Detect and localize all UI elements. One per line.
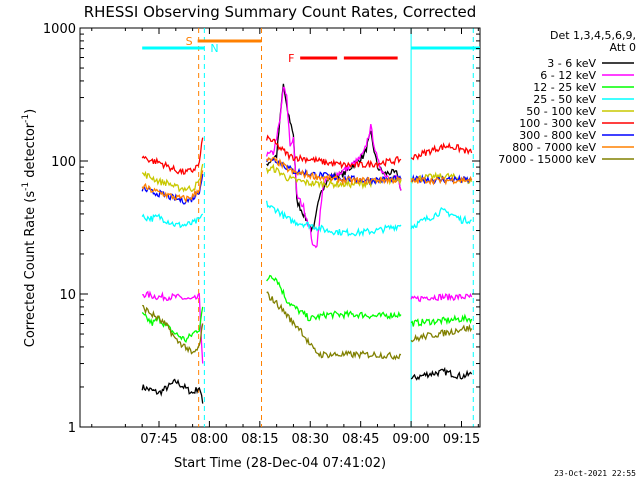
- legend-label-2: 12 - 25 keV: [533, 81, 596, 94]
- y-tick-label-0: 1: [68, 421, 76, 436]
- series-line-3-seg-1: [265, 200, 402, 238]
- generation-timestamp: 23-Oct-2021 22:55: [554, 469, 636, 478]
- series-line-8-seg-2: [410, 323, 473, 343]
- x-tick-label-4: 08:45: [342, 432, 379, 447]
- y-tick-label-2: 100: [51, 155, 76, 170]
- series-line-5-seg-1: [265, 134, 402, 170]
- flag-bar-0: [197, 39, 262, 43]
- y-axis-label: Corrected Count Rate (s-1 detector-1): [21, 109, 38, 347]
- legend-label-4: 50 - 100 keV: [526, 105, 596, 118]
- series-line-0-seg-0: [141, 378, 204, 404]
- plot-frame: [79, 27, 481, 428]
- x-tick-label-5: 09:00: [392, 432, 429, 447]
- series-line-4-seg-0: [141, 163, 204, 193]
- series-line-3-seg-0: [141, 213, 204, 229]
- legend-label-6: 300 - 800 keV: [519, 129, 596, 142]
- chart-title: RHESSI Observing Summary Count Rates, Co…: [84, 3, 477, 21]
- series-line-3-seg-2: [410, 206, 472, 230]
- flag-label-1: N: [210, 42, 218, 55]
- flag-bar-1: [142, 46, 205, 50]
- series-line-7-seg-0: [141, 170, 204, 204]
- series-line-1-seg-2: [410, 292, 473, 303]
- legend-label-7: 800 - 7000 keV: [512, 141, 596, 154]
- series-line-7-seg-1: [266, 156, 402, 186]
- series-line-8-seg-0: [142, 304, 204, 355]
- y-tick-label-1: 10: [59, 288, 76, 303]
- series-lines: [141, 83, 473, 404]
- y-axis-label-end: ): [23, 109, 38, 114]
- y-axis-label-mid: detector: [23, 122, 38, 182]
- series-line-8-seg-1: [266, 291, 402, 361]
- series-line-2-seg-1: [266, 274, 402, 322]
- series-line-2-seg-2: [410, 313, 473, 327]
- legend-label-8: 7000 - 15000 keV: [498, 153, 596, 166]
- x-tick-label-6: 09:15: [443, 432, 480, 447]
- y-axis-ticks: 1 10 100 1000: [43, 22, 480, 436]
- plot-area: SNF 07:45 08:00 08:15 08:30 08:45 09:00 09:15 …: [43, 22, 481, 447]
- series-line-5-seg-0: [141, 137, 204, 176]
- legend-header-line2: Att 0: [610, 41, 636, 54]
- x-axis-label: Start Time (28-Dec-04 07:41:02): [174, 456, 386, 471]
- flag-bar-4: [343, 56, 398, 60]
- y-tick-label-3: 1000: [43, 22, 76, 37]
- series-line-0-seg-2: [410, 366, 473, 381]
- series-line-1-seg-0: [142, 290, 204, 364]
- legend-label-3: 25 - 50 keV: [533, 93, 596, 106]
- flag-label-0: S: [186, 35, 193, 48]
- legend-label-5: 100 - 300 keV: [519, 117, 596, 130]
- legend-header-line1: Det 1,3,4,5,6,9,: [550, 29, 636, 42]
- series-line-2-seg-0: [141, 306, 204, 343]
- flag-label-3: F: [288, 52, 294, 65]
- y-axis-label-main: Corrected Count Rate (s: [23, 191, 38, 348]
- series-line-7-seg-2: [410, 175, 473, 186]
- flag-bar-2: [411, 46, 480, 50]
- flag-bar-3: [300, 56, 338, 60]
- flag-bars: S N F: [142, 35, 480, 65]
- legend-label-1: 6 - 12 keV: [540, 69, 596, 82]
- x-tick-label-2: 08:15: [241, 432, 278, 447]
- x-tick-label-1: 08:00: [191, 432, 228, 447]
- x-axis-ticks: 07:45 08:00 08:15 08:30 08:45 09:00 09:15: [91, 28, 480, 447]
- x-tick-label-3: 08:30: [292, 432, 329, 447]
- y-axis-label-sup2: -1: [21, 114, 31, 123]
- series-line-5-seg-2: [410, 142, 473, 161]
- y-axis-label-sup1: -1: [21, 182, 31, 191]
- x-tick-label-0: 07:45: [140, 432, 177, 447]
- legend-label-0: 3 - 6 keV: [547, 57, 596, 70]
